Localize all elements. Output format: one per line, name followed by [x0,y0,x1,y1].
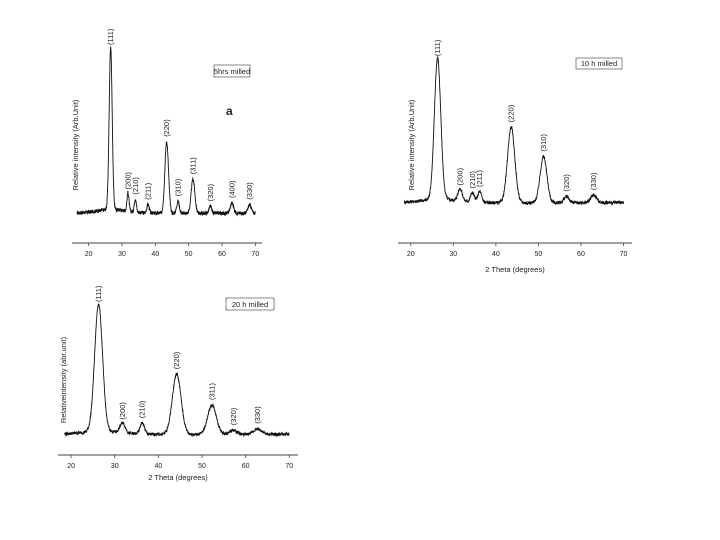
x-tick-label: 70 [620,251,628,258]
xrd-panel-3: 20 30 40 50 60 70 (111) (200) (210) (220) (311) (32… [58,285,298,482]
peak-label: (200) [456,167,465,185]
diffraction-trace [403,55,624,206]
sample-label-box [213,64,251,78]
peak-label: (211) [475,170,484,187]
peak-label: (310) [174,178,183,196]
x-tick-label: 20 [407,251,415,258]
peak-label: (200) [124,171,133,189]
x-tick-label: 30 [449,251,457,258]
peak-label: (320) [229,407,238,425]
peak-label: (220) [162,119,171,137]
y-axis-title: Relativeintensity (abr.unit) [59,336,68,423]
x-tick-label: 70 [251,251,259,258]
x-tick-label: 40 [492,251,500,258]
x-tick-label: 50 [185,251,193,258]
x-axis-title: 2 Theta (degrees) [485,265,545,274]
peak-label: (400) [228,180,237,198]
peak-label: (210) [131,177,140,195]
y-axis-title: Relative intensity (Arb.Unit) [407,99,416,190]
peak-label: (220) [172,351,181,369]
peak-label: (330) [253,406,262,424]
peak-label: (220) [507,104,516,122]
x-tick-label: 50 [535,251,543,258]
x-tick-label: 60 [218,251,226,258]
xrd-panel-2: 20 30 40 50 60 70 (111) (200) (210)(211) (220) (31… [398,39,632,274]
sample-label-box [225,297,275,311]
peak-label: (111) [94,285,103,302]
diffraction-trace [76,46,256,217]
x-tick-label: 40 [154,463,162,470]
x-tick-label: 50 [198,463,206,470]
x-tick-label: 40 [151,251,159,258]
x-tick-label: 60 [242,463,250,470]
peak-label: (310) [539,134,548,152]
peak-label: (200) [118,402,127,420]
x-tick-label: 60 [577,251,585,258]
xrd-panel-1: 20 30 40 50 60 70 (111) (200)(210) (211) (220) (31… [71,28,262,258]
x-tick-label: 20 [67,463,75,470]
peak-label: (210) [138,400,147,418]
x-tick-label: 70 [285,463,293,470]
y-axis-title: Relative intensity (Arb.Unit) [71,99,80,190]
x-tick-label: 20 [85,251,93,258]
peak-label: (320) [206,183,215,201]
x-axis-title: 2 Theta (degrees) [148,473,208,482]
peak-label: (111) [106,28,115,45]
x-tick-label: 30 [118,251,126,258]
sample-label: 5hrs milled [214,67,250,76]
peak-label: (111) [433,39,442,56]
peak-label: (320) [562,174,571,192]
peak-label: (211) [144,182,153,199]
sample-label: 10 h milled [581,59,617,68]
peak-label: (330) [245,182,254,200]
diffraction-trace [64,303,290,438]
peak-label: (311) [189,157,198,174]
peak-label: (311) [208,383,217,400]
panel-letter: a [226,104,233,118]
sample-label: 20 h milled [232,300,268,309]
x-tick-label: 30 [111,463,119,470]
sample-label-box [575,57,623,70]
peak-label: (330) [589,172,598,190]
peak-label: (210) [468,171,477,189]
